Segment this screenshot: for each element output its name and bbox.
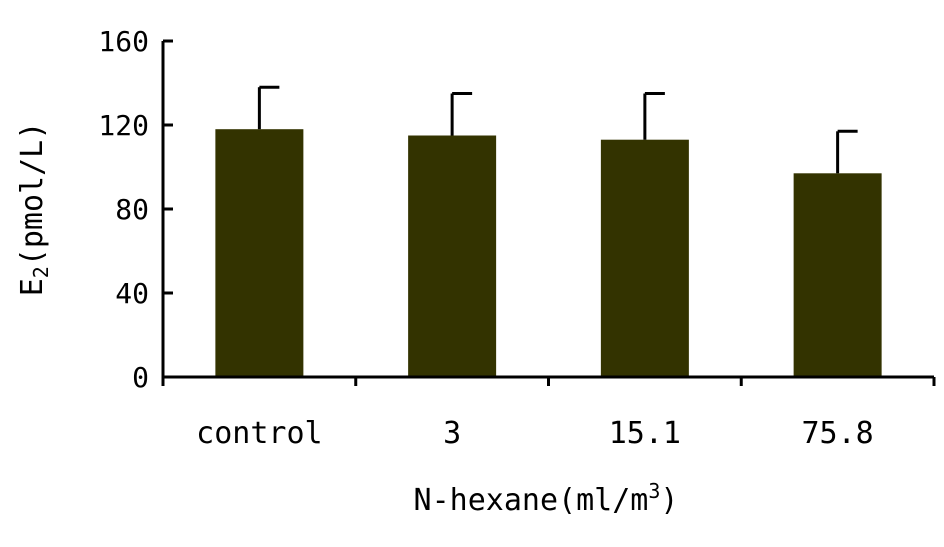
y-tick-label: 120 bbox=[98, 109, 149, 142]
x-axis-title-superscript: 3 bbox=[648, 479, 660, 503]
y-axis-title: E2(pmol/L) bbox=[15, 122, 53, 297]
x-category-label-3: 15.1 bbox=[609, 416, 681, 451]
bar-2 bbox=[408, 135, 497, 377]
y-tick-label: 80 bbox=[115, 193, 149, 226]
y-ticks: 0 40 80 120 160 bbox=[98, 25, 173, 394]
x-category-label-1: control bbox=[196, 416, 322, 451]
y-tick-label: 40 bbox=[115, 277, 149, 310]
y-axis-title-main: E bbox=[15, 278, 50, 296]
x-axis-title-main: N-hexane(ml/m bbox=[414, 483, 649, 518]
x-category-label-2: 3 bbox=[443, 416, 461, 451]
x-axis-title: N-hexane(ml/m3) bbox=[414, 479, 679, 518]
x-axis-title-end: ) bbox=[660, 483, 678, 518]
y-axis-title-subscript: 2 bbox=[29, 266, 53, 278]
bars-layer bbox=[215, 129, 882, 377]
x-category-label-4: 75.8 bbox=[802, 416, 874, 451]
bar-3 bbox=[600, 139, 689, 377]
y-tick-label: 160 bbox=[98, 25, 149, 58]
y-tick-label: 0 bbox=[132, 361, 149, 394]
error-bars-layer bbox=[257, 85, 858, 174]
x-ticks: control 3 15.1 75.8 bbox=[161, 377, 936, 451]
bar-4 bbox=[793, 173, 882, 377]
y-axis-title-end: (pmol/L) bbox=[15, 122, 50, 267]
bar-1 bbox=[215, 129, 304, 377]
